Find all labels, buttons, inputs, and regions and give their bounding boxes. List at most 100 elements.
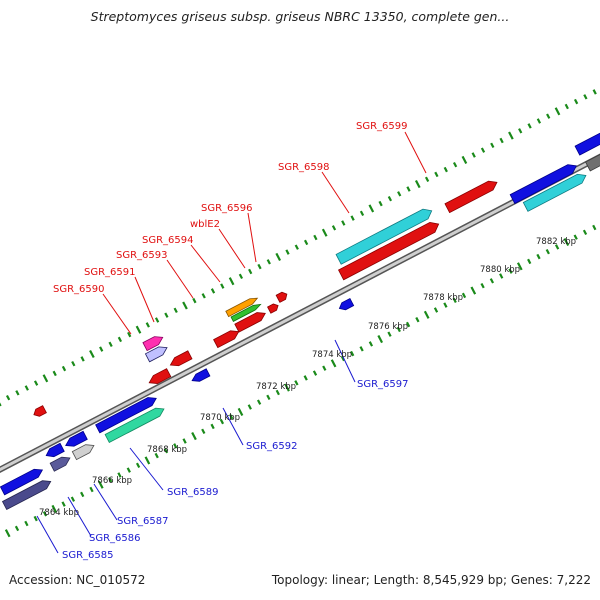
track-dot (24, 520, 29, 527)
gene-feature-arrow[interactable] (234, 309, 268, 333)
leader-lines (36, 131, 427, 554)
gene-feature-arrow[interactable] (338, 219, 442, 281)
track-dot (163, 447, 169, 454)
track-dot (256, 399, 262, 405)
gene-feature-arrow[interactable] (275, 291, 289, 303)
gene-feature-arrow[interactable] (444, 178, 499, 214)
track-dot (154, 452, 159, 459)
tick-label: 7874 kbp (312, 350, 352, 360)
track-dot (359, 210, 365, 217)
track-dot (461, 292, 467, 299)
gene-label[interactable]: SGR_6586 (89, 533, 141, 544)
gene-label[interactable]: SGR_6591 (84, 267, 136, 278)
gene-label[interactable]: SGR_6590 (53, 284, 105, 295)
gene-feature-arrow[interactable] (230, 302, 262, 322)
track-dot (499, 273, 504, 279)
track-dot (238, 273, 244, 280)
leader-line (166, 259, 194, 299)
gene-feature-arrow[interactable] (49, 454, 72, 472)
track-dot (191, 432, 197, 441)
track-dot (4, 529, 11, 538)
gene-feature-arrow[interactable] (168, 350, 193, 369)
track-dot (0, 398, 2, 407)
gene-feature-arrow[interactable] (142, 333, 165, 352)
gene-features[interactable] (0, 118, 600, 511)
leader-line (93, 483, 118, 521)
track-dot (24, 385, 29, 391)
gene-label[interactable]: SGR_6598 (278, 162, 330, 173)
track-dot (210, 423, 215, 430)
gene-feature-arrow[interactable] (32, 405, 47, 419)
track-dot (322, 365, 327, 371)
gene-feature-arrow[interactable] (213, 328, 241, 349)
backbone (0, 153, 600, 473)
track-dot (5, 394, 11, 401)
track-reverse-dots (4, 224, 597, 538)
gene-feature-arrow[interactable] (522, 171, 588, 212)
track-dot (415, 316, 420, 323)
gene-feature-arrow[interactable] (95, 394, 159, 434)
gene-feature-arrow[interactable] (104, 405, 166, 444)
track-dot (368, 341, 374, 347)
track-dot (414, 180, 421, 189)
gene-feature-arrow[interactable] (0, 466, 44, 496)
gene-label[interactable]: SGR_6597 (357, 379, 409, 390)
tick-label: 7878 kbp (423, 293, 463, 303)
track-dot (33, 380, 39, 386)
gene-feature-arrow[interactable] (338, 297, 355, 312)
track-dot (527, 123, 532, 129)
track-dot (424, 176, 430, 183)
gene-label[interactable]: SGR_6599 (356, 121, 408, 132)
track-dot (387, 195, 393, 202)
gene-feature-arrow[interactable] (64, 430, 88, 449)
track-dot (499, 137, 504, 144)
track-dot (154, 317, 160, 323)
track-dot (135, 325, 142, 334)
track-dot (61, 365, 67, 372)
track-dot (228, 277, 235, 286)
gene-label[interactable]: wblE2 (190, 219, 220, 230)
gene-label[interactable]: SGR_6592 (246, 441, 298, 452)
track-dot (554, 244, 560, 250)
gene-label[interactable]: SGR_6585 (62, 550, 114, 561)
gene-label[interactable]: SGR_6587 (117, 516, 169, 527)
gene-feature-arrow[interactable] (147, 368, 172, 387)
summary-text: Topology: linear; Length: 8,545,929 bp; … (271, 573, 591, 587)
track-dot (377, 335, 384, 344)
gene-label[interactable]: SGR_6593 (116, 250, 168, 261)
gene-feature-arrow[interactable] (335, 206, 434, 265)
leader-line (334, 339, 356, 383)
gene-feature-arrow[interactable] (267, 302, 280, 314)
gene-feature-arrow[interactable] (509, 161, 578, 205)
tick-label: 7868 kbp (147, 445, 187, 455)
gene-labels[interactable]: SGR_6590 SGR_6591 SGR_6593 SGR_6594 wblE2 SGR… (53, 121, 409, 561)
gene-feature-arrow[interactable] (1, 477, 53, 511)
track-dot (554, 107, 561, 116)
gene-feature-arrow[interactable] (144, 344, 169, 363)
leader-line (134, 276, 155, 323)
gene-label[interactable]: SGR_6596 (201, 203, 253, 214)
gene-label[interactable]: SGR_6594 (142, 235, 194, 246)
gene-feature-arrow[interactable] (585, 135, 600, 172)
tick-label: 7870 kbp (200, 413, 240, 423)
gene-feature-arrow[interactable] (574, 118, 600, 156)
track-dot (350, 215, 355, 221)
gene-feature-arrow[interactable] (71, 441, 96, 461)
track-dot (508, 131, 514, 140)
gene-feature-arrow[interactable] (190, 368, 211, 384)
track-dot (397, 191, 402, 197)
track-dot (257, 263, 262, 270)
gene-label[interactable]: SGR_6589 (167, 487, 219, 498)
track-dot (135, 462, 141, 469)
track-dot (285, 249, 290, 255)
track-dot (452, 297, 457, 304)
track-dot (312, 370, 318, 376)
track-dot (313, 234, 318, 241)
track-dot (144, 456, 151, 465)
track-dot (583, 94, 588, 100)
gene-feature-arrow[interactable] (44, 442, 65, 459)
track-dot (303, 239, 309, 246)
gene-feature-arrow[interactable] (225, 296, 259, 318)
track-dot (321, 228, 328, 237)
